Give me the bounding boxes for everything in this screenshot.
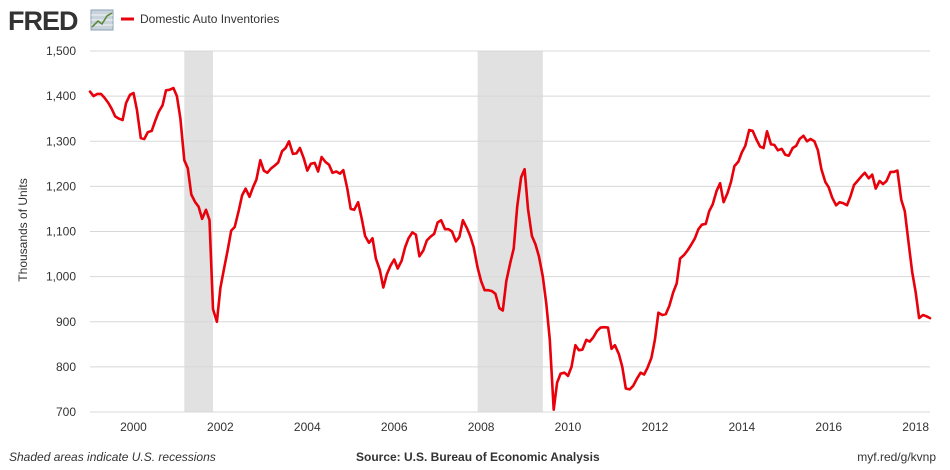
gridlines xyxy=(90,50,930,413)
source-text: Source: U.S. Bureau of Economic Analysis xyxy=(356,450,600,464)
recession-note: Shaded areas indicate U.S. recessions xyxy=(9,450,216,464)
legend: Domestic Auto Inventories xyxy=(121,12,279,26)
y-tick-label: 1,000 xyxy=(46,270,76,284)
legend-label: Domestic Auto Inventories xyxy=(140,12,279,26)
series-layer xyxy=(88,86,932,412)
y-tick-label: 800 xyxy=(56,360,76,374)
y-axis-title: Thousands of Units xyxy=(16,178,30,281)
x-tick-label: 2004 xyxy=(294,420,321,434)
y-tick-label: 700 xyxy=(56,405,76,419)
x-tick-label: 2008 xyxy=(468,420,495,434)
series-line xyxy=(88,86,932,412)
x-tick-label: 2018 xyxy=(902,420,929,434)
x-tick-label: 2002 xyxy=(207,420,234,434)
x-tick-label: 2016 xyxy=(815,420,842,434)
x-tick-label: 2010 xyxy=(555,420,582,434)
x-tick-label: 2012 xyxy=(642,420,669,434)
y-tick-label: 1,100 xyxy=(46,225,76,239)
x-tick-label: 2006 xyxy=(381,420,408,434)
y-tick-label: 900 xyxy=(56,315,76,329)
x-tick-label: 2014 xyxy=(728,420,755,434)
y-tick-label: 1,200 xyxy=(46,179,76,193)
y-tick-label: 1,400 xyxy=(46,89,76,103)
y-tick-label: 1,300 xyxy=(46,134,76,148)
fred-graph-icon xyxy=(90,9,114,31)
x-tick-labels: 2000 2002 2004 2006 2008 2010 2012 2014 2016 2018 xyxy=(120,420,929,434)
short-link[interactable]: myf.red/g/kvnp xyxy=(857,450,936,464)
fred-logo-text: FRED xyxy=(8,6,78,36)
x-tick-label: 2000 xyxy=(120,420,147,434)
y-tick-label: 1,500 xyxy=(46,44,76,58)
fred-logo[interactable]: FRED xyxy=(8,6,114,36)
y-tick-labels: 700 800 900 1,000 1,100 1,200 1,300 1,400 1,500 xyxy=(46,44,76,419)
